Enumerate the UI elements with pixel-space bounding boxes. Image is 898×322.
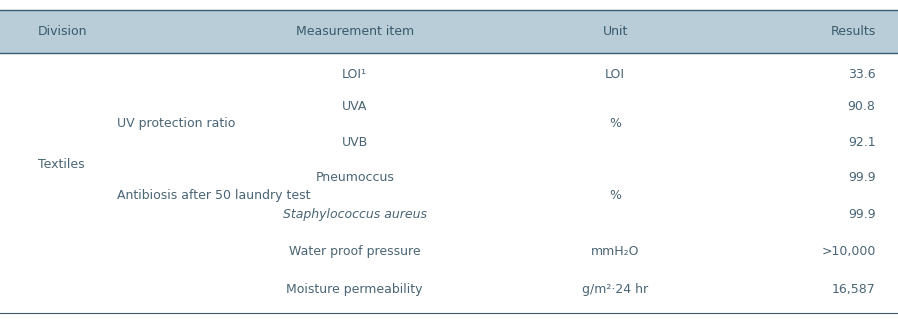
Text: %: % (609, 118, 621, 130)
Text: Water proof pressure: Water proof pressure (289, 245, 420, 258)
Text: Antibiosis after 50 laundry test: Antibiosis after 50 laundry test (117, 189, 310, 202)
Text: Measurement item: Measurement item (295, 25, 414, 38)
Text: Pneumoccus: Pneumoccus (315, 171, 394, 184)
Text: 90.8: 90.8 (848, 100, 876, 113)
Text: %: % (609, 189, 621, 202)
Text: Division: Division (38, 25, 87, 38)
Text: >10,000: >10,000 (821, 245, 876, 258)
Text: 92.1: 92.1 (848, 136, 876, 149)
Text: LOI¹: LOI¹ (342, 68, 367, 80)
Bar (0, 10, 898, 53)
Text: Staphylococcus aureus: Staphylococcus aureus (283, 208, 427, 221)
Text: UVA: UVA (342, 100, 367, 113)
Text: Results: Results (831, 25, 876, 38)
Text: g/m²·24 hr: g/m²·24 hr (582, 283, 648, 296)
Text: 16,587: 16,587 (832, 283, 876, 296)
Text: UVB: UVB (341, 136, 368, 149)
Text: Textiles: Textiles (38, 158, 84, 171)
Text: 99.9: 99.9 (848, 208, 876, 221)
Text: UV protection ratio: UV protection ratio (117, 118, 235, 130)
Text: LOI: LOI (605, 68, 625, 80)
Text: 33.6: 33.6 (848, 68, 876, 80)
Text: Moisture permeability: Moisture permeability (286, 283, 423, 296)
Text: Unit: Unit (603, 25, 628, 38)
Text: 99.9: 99.9 (848, 171, 876, 184)
Text: mmH₂O: mmH₂O (591, 245, 639, 258)
